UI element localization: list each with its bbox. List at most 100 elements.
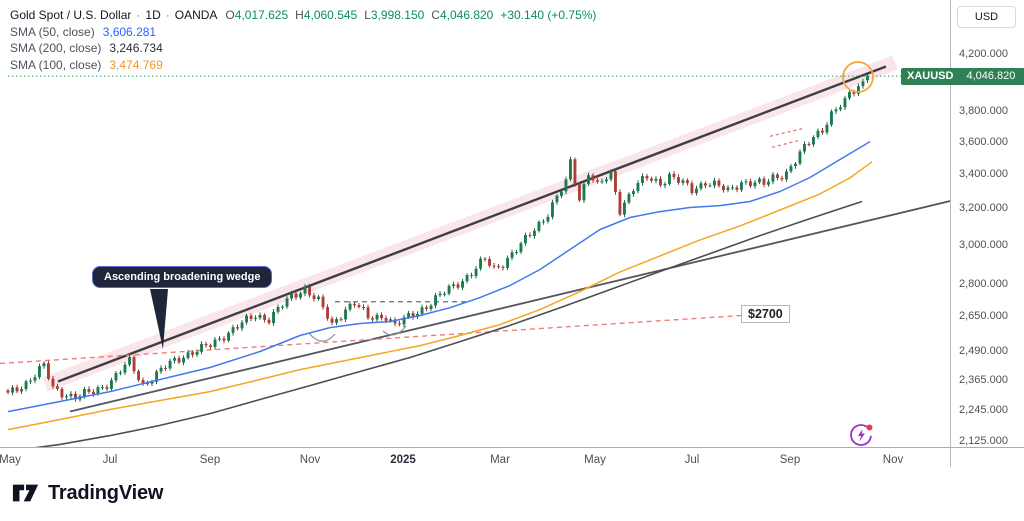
time-axis-label: May (0, 454, 21, 466)
candle-body (528, 235, 532, 236)
time-axis-label: 2025 (390, 454, 416, 466)
candle-body (195, 351, 199, 355)
candle-body (348, 303, 352, 310)
price-axis-label: 2,650.000 (959, 309, 1008, 322)
exchange-label: OANDA (174, 8, 218, 22)
time-axis-label: May (584, 454, 606, 466)
indicator-row[interactable]: SMA (100, close) 3,474.769 (10, 57, 596, 74)
indicator-label: SMA (200, close) (10, 41, 102, 55)
candle-body (582, 183, 586, 201)
mini-flag-bottom[interactable] (771, 139, 801, 148)
ohlc-value: L3,998.150 (364, 8, 425, 22)
candle-body (231, 327, 235, 333)
boost-lightning-icon[interactable] (848, 421, 876, 449)
support-2700[interactable] (0, 314, 742, 365)
candle-body (780, 178, 784, 180)
candle-body (636, 183, 640, 192)
candle-body (177, 358, 181, 363)
candle-body (258, 314, 262, 318)
symbol-name: Gold Spot / U.S. Dollar (10, 8, 132, 22)
wedge-annotation-label[interactable]: Ascending broadening wedge (92, 266, 273, 288)
candle-body (555, 195, 559, 203)
candle-body (672, 173, 676, 178)
candle-body (56, 386, 59, 389)
candle-body (470, 275, 473, 277)
indicator-row[interactable]: SMA (50, close) 3,606.281 (10, 24, 596, 41)
candle-body (789, 166, 793, 172)
last-price-flag: XAUUSD 4,046.820 (901, 67, 1024, 85)
candle-body (686, 180, 689, 184)
candle-body (299, 293, 302, 298)
candle-body (533, 230, 536, 236)
arc-drawing[interactable] (308, 332, 336, 342)
candle-body (852, 91, 856, 94)
candle-body (339, 319, 343, 321)
price-chart-canvas[interactable] (0, 0, 1024, 470)
candle-body (767, 181, 770, 185)
candle-body (402, 317, 406, 325)
axis-corner-tick (950, 447, 951, 467)
candle-body (294, 293, 298, 298)
wedge-lower[interactable] (69, 198, 957, 413)
currency-toggle-button[interactable]: USD (957, 6, 1016, 28)
candle-body (659, 178, 662, 186)
price-axis-label: 2,125.000 (959, 435, 1008, 447)
candle-body (132, 357, 136, 372)
candle-body (722, 185, 725, 191)
candle-body (704, 183, 707, 186)
candle-body (168, 360, 172, 369)
candle-body (150, 381, 154, 384)
candle-body (542, 221, 545, 223)
candle-body (425, 307, 428, 309)
candle-body (353, 303, 356, 306)
candle-body (182, 357, 185, 363)
price-axis-label: 3,200.000 (959, 202, 1008, 215)
candle-body (609, 171, 613, 180)
candle-body (227, 332, 230, 341)
candle-body (762, 178, 766, 185)
tradingview-logo[interactable]: TradingView (12, 481, 163, 505)
candle-body (141, 380, 145, 384)
candle-body (200, 343, 203, 352)
candle-body (29, 380, 32, 382)
candle-body (186, 352, 190, 358)
wedge-upper[interactable] (57, 65, 887, 383)
candle-body (456, 284, 460, 288)
candle-body (83, 389, 86, 397)
candle-body (749, 181, 752, 187)
candle-body (87, 389, 91, 392)
candle-body (110, 380, 113, 389)
arc-drawing[interactable] (382, 325, 407, 336)
candle-body (105, 387, 109, 389)
candle-body (344, 309, 347, 320)
candle-body (213, 339, 217, 347)
candle-body (452, 284, 455, 286)
candle-body (209, 345, 212, 347)
candle-body (740, 182, 743, 190)
highlight-circle[interactable] (842, 61, 874, 93)
candle-body (146, 383, 149, 385)
ma-line-sma-50[interactable] (7, 140, 871, 413)
ma-line-sma-200[interactable] (7, 200, 863, 453)
ma-line-sma-100[interactable] (7, 161, 873, 431)
candle-body (785, 171, 788, 180)
candle-body (677, 177, 680, 183)
candle-body (375, 314, 379, 320)
candle-body (776, 174, 779, 178)
time-axis[interactable]: May Jul Sep Nov 2025 Mar May Jul Sep Nov (0, 447, 1024, 472)
price-axis-label: 4,200.000 (959, 48, 1008, 60)
candle-body (159, 367, 163, 372)
candle-body (285, 298, 289, 307)
time-axis-label: Mar (490, 454, 510, 466)
candle-body (366, 307, 370, 319)
candle-body (263, 314, 266, 320)
indicator-row[interactable]: SMA (200, close) 3,246.734 (10, 40, 596, 57)
price-level-callout[interactable]: $2700 (741, 305, 790, 323)
candle-body (155, 371, 158, 382)
footer-bar: TradingView (0, 472, 1024, 521)
candle-body (605, 179, 608, 182)
mini-flag-top[interactable] (769, 127, 804, 137)
candle-body (650, 178, 653, 181)
candle-body (380, 314, 383, 319)
symbol-title-row[interactable]: Gold Spot / U.S. Dollar · 1D · OANDA O4,017.6… (10, 8, 597, 22)
